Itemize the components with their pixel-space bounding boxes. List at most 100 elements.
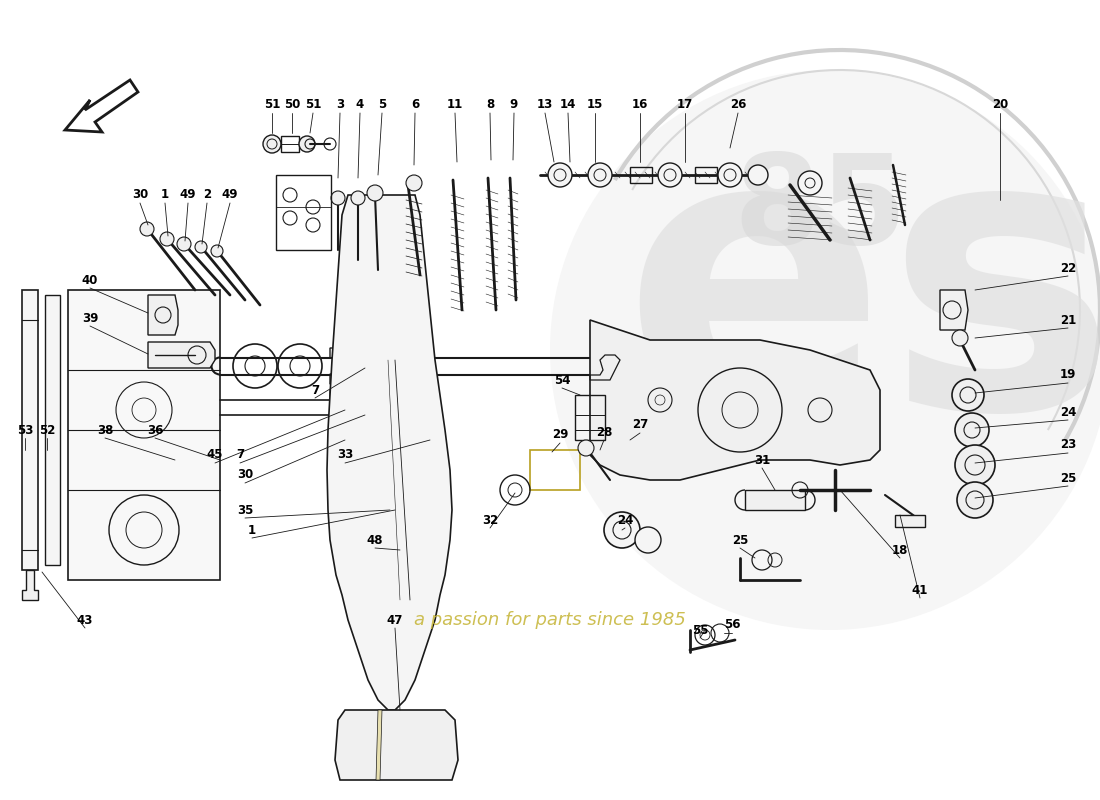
Text: 41: 41 bbox=[912, 583, 928, 597]
Polygon shape bbox=[376, 710, 382, 780]
Circle shape bbox=[957, 482, 993, 518]
Text: 11: 11 bbox=[447, 98, 463, 111]
Bar bbox=[895, 515, 925, 527]
Circle shape bbox=[367, 185, 383, 201]
Circle shape bbox=[211, 245, 223, 257]
Text: 51: 51 bbox=[305, 98, 321, 111]
Text: 51: 51 bbox=[264, 98, 280, 111]
Text: 50: 50 bbox=[284, 98, 300, 111]
Circle shape bbox=[140, 222, 154, 236]
Polygon shape bbox=[148, 342, 214, 368]
Text: 23: 23 bbox=[1060, 438, 1076, 451]
Bar bbox=[575, 395, 605, 440]
Text: 7: 7 bbox=[311, 383, 319, 397]
Polygon shape bbox=[68, 290, 220, 580]
Circle shape bbox=[331, 191, 345, 205]
Text: 1: 1 bbox=[248, 523, 256, 537]
Text: 55: 55 bbox=[692, 623, 708, 637]
Text: 27: 27 bbox=[631, 418, 648, 431]
Bar bbox=[276, 175, 331, 250]
Bar bbox=[630, 167, 652, 183]
Circle shape bbox=[351, 191, 365, 205]
Text: 28: 28 bbox=[596, 426, 613, 438]
Text: 48: 48 bbox=[366, 534, 383, 546]
Circle shape bbox=[604, 512, 640, 548]
Text: 20: 20 bbox=[992, 98, 1008, 111]
Text: 52: 52 bbox=[39, 423, 55, 437]
Text: 29: 29 bbox=[552, 429, 569, 442]
Text: 30: 30 bbox=[132, 189, 148, 202]
Text: 35: 35 bbox=[236, 503, 253, 517]
Polygon shape bbox=[22, 570, 38, 600]
Circle shape bbox=[658, 163, 682, 187]
Text: 26: 26 bbox=[729, 98, 746, 111]
Text: 6: 6 bbox=[411, 98, 419, 111]
Circle shape bbox=[299, 136, 315, 152]
Text: 21: 21 bbox=[1060, 314, 1076, 326]
Circle shape bbox=[955, 445, 996, 485]
Text: 85: 85 bbox=[733, 150, 908, 270]
Text: a passion for parts since 1985: a passion for parts since 1985 bbox=[414, 611, 686, 629]
Bar bbox=[280, 136, 299, 152]
Text: 24: 24 bbox=[617, 514, 634, 526]
Text: 25: 25 bbox=[1059, 471, 1076, 485]
Circle shape bbox=[952, 330, 968, 346]
Text: es: es bbox=[623, 111, 1100, 489]
Circle shape bbox=[195, 241, 207, 253]
Text: 38: 38 bbox=[97, 423, 113, 437]
Text: 43: 43 bbox=[77, 614, 94, 626]
Polygon shape bbox=[327, 195, 452, 710]
Polygon shape bbox=[940, 290, 968, 330]
Circle shape bbox=[406, 175, 422, 191]
Text: 24: 24 bbox=[1059, 406, 1076, 418]
Text: 33: 33 bbox=[337, 449, 353, 462]
Polygon shape bbox=[148, 295, 178, 335]
Circle shape bbox=[550, 70, 1100, 630]
Text: 2: 2 bbox=[202, 189, 211, 202]
Text: 54: 54 bbox=[553, 374, 570, 386]
Circle shape bbox=[798, 171, 822, 195]
Text: 17: 17 bbox=[676, 98, 693, 111]
Polygon shape bbox=[590, 320, 880, 480]
Text: 49: 49 bbox=[222, 189, 239, 202]
Text: 3: 3 bbox=[336, 98, 344, 111]
Text: 9: 9 bbox=[510, 98, 518, 111]
Circle shape bbox=[952, 379, 984, 411]
Polygon shape bbox=[336, 710, 458, 780]
Text: 14: 14 bbox=[560, 98, 576, 111]
Text: 36: 36 bbox=[146, 423, 163, 437]
Polygon shape bbox=[45, 295, 60, 565]
Text: 49: 49 bbox=[179, 189, 196, 202]
Circle shape bbox=[955, 413, 989, 447]
Circle shape bbox=[635, 527, 661, 553]
Text: 32: 32 bbox=[482, 514, 498, 526]
Text: 53: 53 bbox=[16, 423, 33, 437]
Text: 1: 1 bbox=[161, 189, 169, 202]
Circle shape bbox=[160, 232, 174, 246]
Circle shape bbox=[748, 165, 768, 185]
Text: 56: 56 bbox=[724, 618, 740, 631]
Text: 7: 7 bbox=[235, 449, 244, 462]
Text: 19: 19 bbox=[1059, 369, 1076, 382]
Text: 31: 31 bbox=[754, 454, 770, 466]
Text: 18: 18 bbox=[892, 543, 909, 557]
Text: 40: 40 bbox=[81, 274, 98, 286]
Text: 5: 5 bbox=[378, 98, 386, 111]
Circle shape bbox=[177, 237, 191, 251]
Circle shape bbox=[548, 163, 572, 187]
Text: 16: 16 bbox=[631, 98, 648, 111]
Text: 25: 25 bbox=[732, 534, 748, 546]
Text: 8: 8 bbox=[486, 98, 494, 111]
Circle shape bbox=[588, 163, 612, 187]
Text: 15: 15 bbox=[586, 98, 603, 111]
Circle shape bbox=[718, 163, 743, 187]
Text: 13: 13 bbox=[537, 98, 553, 111]
Text: 39: 39 bbox=[81, 311, 98, 325]
Circle shape bbox=[578, 440, 594, 456]
Circle shape bbox=[263, 135, 280, 153]
Bar bbox=[695, 167, 717, 183]
Text: 4: 4 bbox=[356, 98, 364, 111]
Bar bbox=[745, 490, 805, 510]
Text: 30: 30 bbox=[236, 469, 253, 482]
Text: 22: 22 bbox=[1060, 262, 1076, 274]
